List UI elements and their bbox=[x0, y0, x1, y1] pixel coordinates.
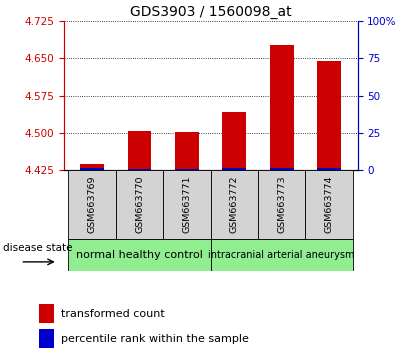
Bar bbox=[80, 169, 104, 170]
Text: intracranial arterial aneurysm: intracranial arterial aneurysm bbox=[208, 250, 355, 260]
Bar bbox=[222, 169, 246, 170]
Text: disease state: disease state bbox=[3, 243, 73, 253]
Bar bbox=[80, 164, 104, 170]
Text: GSM663773: GSM663773 bbox=[277, 176, 286, 233]
Bar bbox=[317, 61, 341, 170]
Text: GSM663771: GSM663771 bbox=[182, 176, 192, 233]
Text: GSM663774: GSM663774 bbox=[325, 176, 334, 233]
Bar bbox=[39, 329, 54, 348]
Bar bbox=[69, 239, 211, 271]
Bar bbox=[128, 131, 151, 170]
Bar bbox=[116, 170, 163, 239]
Text: GSM663770: GSM663770 bbox=[135, 176, 144, 233]
Bar bbox=[69, 170, 116, 239]
Text: percentile rank within the sample: percentile rank within the sample bbox=[61, 333, 249, 344]
Bar bbox=[270, 45, 293, 170]
Title: GDS3903 / 1560098_at: GDS3903 / 1560098_at bbox=[130, 5, 291, 19]
Text: GSM663772: GSM663772 bbox=[230, 176, 239, 233]
Text: transformed count: transformed count bbox=[61, 309, 165, 319]
Bar bbox=[270, 168, 293, 170]
Bar bbox=[211, 170, 258, 239]
Bar bbox=[258, 170, 305, 239]
Bar bbox=[211, 239, 353, 271]
Bar bbox=[317, 169, 341, 170]
Bar bbox=[39, 304, 54, 323]
Bar bbox=[175, 132, 199, 170]
Bar bbox=[305, 170, 353, 239]
Text: GSM663769: GSM663769 bbox=[88, 176, 97, 233]
Text: normal healthy control: normal healthy control bbox=[76, 250, 203, 260]
Bar bbox=[222, 112, 246, 170]
Bar bbox=[163, 170, 211, 239]
